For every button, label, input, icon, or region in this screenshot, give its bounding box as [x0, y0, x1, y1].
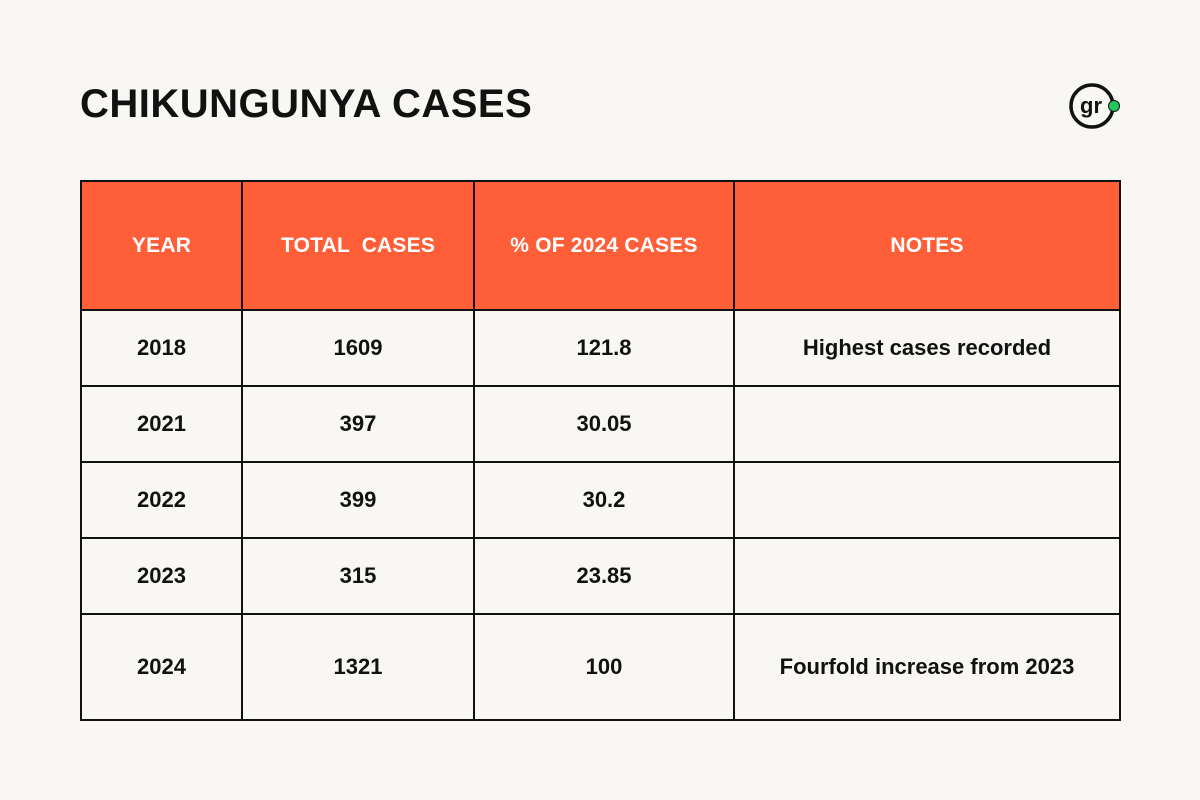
table-header-row: YEAR TOTAL CASES % OF 2024 CASES NOTES	[80, 180, 1121, 311]
cell-year: 2023	[80, 537, 243, 615]
logo-text: gr	[1080, 93, 1102, 118]
cell-notes: Fourfold increase from 2023	[733, 613, 1121, 721]
table-row: 2024 1321 100 Fourfold increase from 202…	[80, 613, 1121, 721]
table-row: 2023 315 23.85	[80, 537, 1121, 615]
cell-total-cases: 399	[241, 461, 475, 539]
cell-total-cases: 1609	[241, 309, 475, 387]
cases-table: YEAR TOTAL CASES % OF 2024 CASES NOTES 2…	[80, 180, 1121, 721]
column-header-notes: NOTES	[733, 180, 1121, 311]
cell-notes	[733, 537, 1121, 615]
cell-percent: 23.85	[473, 537, 735, 615]
cell-year: 2018	[80, 309, 243, 387]
cell-notes	[733, 461, 1121, 539]
cell-percent: 30.05	[473, 385, 735, 463]
cell-notes	[733, 385, 1121, 463]
column-header-year: YEAR	[80, 180, 243, 311]
table-row: 2018 1609 121.8 Highest cases recorded	[80, 309, 1121, 387]
cell-year: 2024	[80, 613, 243, 721]
cell-total-cases: 1321	[241, 613, 475, 721]
column-header-total-cases: TOTAL CASES	[241, 180, 475, 311]
gr-logo-icon: gr	[1068, 80, 1120, 132]
cell-year: 2021	[80, 385, 243, 463]
cell-year: 2022	[80, 461, 243, 539]
table-row: 2021 397 30.05	[80, 385, 1121, 463]
cell-notes: Highest cases recorded	[733, 309, 1121, 387]
column-header-percent-of-2024: % OF 2024 CASES	[473, 180, 735, 311]
page-title: CHIKUNGUNYA CASES	[80, 82, 533, 126]
cell-percent: 121.8	[473, 309, 735, 387]
cell-total-cases: 397	[241, 385, 475, 463]
cell-total-cases: 315	[241, 537, 475, 615]
table-row: 2022 399 30.2	[80, 461, 1121, 539]
cell-percent: 100	[473, 613, 735, 721]
cell-percent: 30.2	[473, 461, 735, 539]
